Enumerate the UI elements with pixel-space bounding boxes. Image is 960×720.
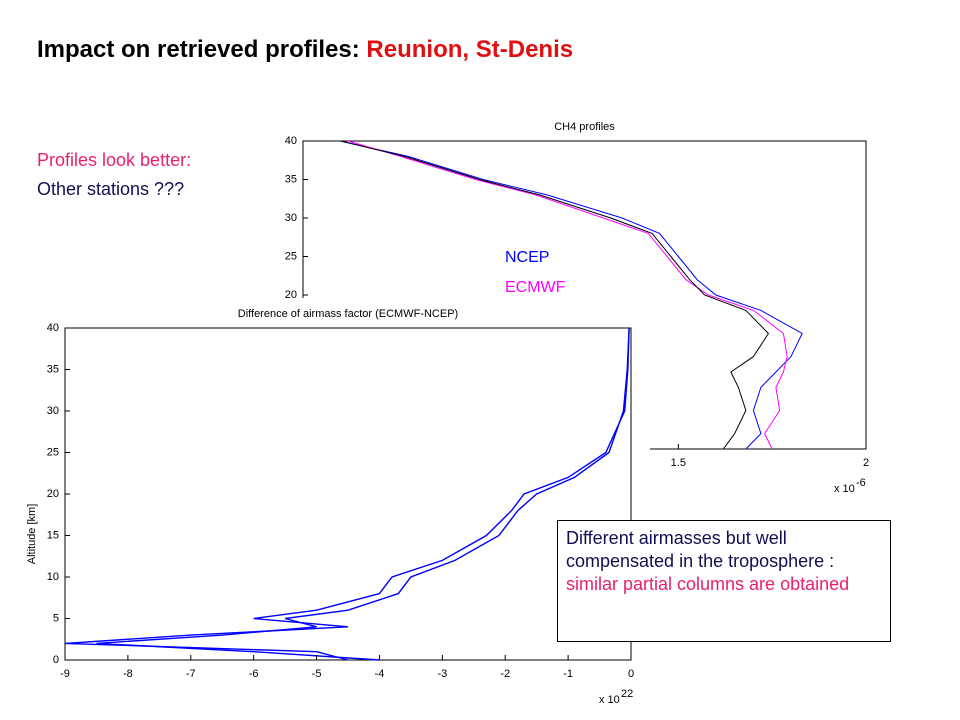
y-axis-label: Altitude [km] — [26, 504, 38, 565]
chart: -9 -8 -7 -6 -5 -4 -3 -2 -1 0 0 5 10 15 20 25 30 35 40 Diffe… — [20, 298, 650, 708]
x-tick-label: -8 — [123, 668, 133, 680]
x-tick-label: 1.5 — [671, 457, 686, 469]
y-tick-label: 25 — [285, 250, 297, 262]
x-tick-label: -2 — [500, 668, 510, 680]
x-tick-label: 2 — [863, 457, 869, 469]
profile-line — [64, 327, 630, 661]
y-tick-label: 35 — [47, 363, 59, 375]
y-tick-label: 30 — [285, 212, 297, 224]
x-tick-label: -3 — [437, 668, 447, 680]
y-tick-label: 5 — [53, 612, 59, 624]
profile-line — [340, 140, 770, 450]
profile-line — [347, 140, 788, 450]
chart-title: CH4 profiles — [554, 121, 615, 133]
x-axis-exponent: 22 — [621, 688, 633, 700]
profile-line — [96, 327, 630, 661]
legend-label: NCEP — [505, 249, 549, 266]
legend-label: ECMWF — [505, 279, 566, 296]
y-tick-label: 35 — [285, 173, 297, 185]
profile-line — [340, 140, 803, 450]
title-text: Impact on retrieved profiles: — [37, 36, 367, 63]
y-tick-label: 10 — [47, 571, 59, 583]
x-tick-label: -9 — [60, 668, 70, 680]
y-tick-label: 15 — [47, 529, 59, 541]
y-tick-label: 40 — [47, 322, 59, 334]
x-tick-label: -4 — [375, 668, 385, 680]
x-axis-label: x 10 — [834, 483, 855, 495]
x-axis-exponent: -6 — [856, 477, 866, 489]
x-tick-label: -1 — [563, 668, 573, 680]
y-tick-label: 20 — [47, 488, 59, 500]
x-tick-label: -5 — [312, 668, 322, 680]
y-tick-label: 30 — [47, 405, 59, 417]
x-axis-label: x 10 — [599, 694, 620, 706]
text-box: Different airmasses but well compensated… — [557, 520, 891, 642]
note-line: Profiles look better: — [37, 150, 192, 170]
y-tick-label: 40 — [285, 135, 297, 147]
x-tick-label: -6 — [249, 668, 259, 680]
slide-title: Impact on retrieved profiles: Reunion, S… — [37, 36, 573, 64]
x-tick-label: -7 — [186, 668, 196, 680]
box-text: Different airmasses but well compensated… — [566, 528, 835, 571]
note-line: Other stations ??? — [37, 179, 185, 199]
x-tick-label: 0 — [628, 668, 634, 680]
box-highlight: similar partial columns are obtained — [566, 574, 850, 594]
y-tick-label: 25 — [47, 446, 59, 458]
y-tick-label: 20 — [285, 289, 297, 301]
y-tick-label: 0 — [53, 654, 59, 666]
chart-title: Difference of airmass factor (ECMWF-NCEP… — [238, 308, 458, 320]
title-highlight: Reunion, St-Denis — [366, 36, 574, 63]
